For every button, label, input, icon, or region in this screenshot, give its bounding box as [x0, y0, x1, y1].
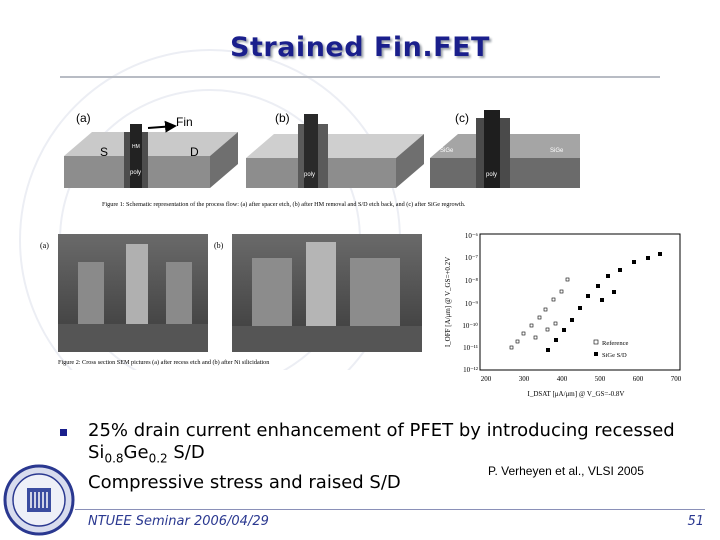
fig1-label-c: (c) — [455, 111, 469, 125]
xtick-5: 700 — [671, 375, 682, 383]
xtick-1: 300 — [519, 375, 530, 383]
legend-reference: Reference — [602, 340, 628, 347]
sem-image-b — [232, 234, 422, 352]
series-sige — [546, 252, 662, 352]
plot-legend: Reference SiGe S/D — [593, 339, 628, 359]
fig1-caption: Figure 1: Schematic representation of th… — [102, 201, 466, 208]
fig1-fin-label: Fin — [176, 115, 193, 129]
footer-rule — [75, 509, 705, 510]
fig1-s-label: S — [100, 145, 108, 159]
fig1-panel-c: SiGe SiGe poly — [430, 110, 580, 188]
bullet-square-icon — [60, 429, 67, 436]
series-reference — [509, 277, 570, 350]
ytick-5: 10⁻¹¹ — [463, 344, 478, 352]
process-flow-figure: (a) (b) (c) Fin S D poly HM poly SiGe Si… — [64, 110, 580, 208]
fig1-sige-right: SiGe — [550, 148, 564, 154]
sem-pictures-figure: (a) (b) Figure 2: Cross section SEM pict… — [40, 234, 422, 366]
ytick-6: 10⁻¹² — [463, 366, 478, 374]
plot-ylabel: I_OFF [A/μm] @ V_GS=+0.2V — [444, 257, 452, 347]
page-number: 51 — [687, 514, 704, 529]
fig1-panel-b: poly — [246, 114, 424, 188]
university-seal-logo — [3, 464, 75, 536]
ioff-idsat-plot: 10⁻⁶ 10⁻⁷ 10⁻⁸ 10⁻⁹ 10⁻¹⁰ 10⁻¹¹ 10⁻¹² 20… — [444, 232, 682, 398]
bullet-item-1: 25% drain current enhancement of PFET by… — [60, 420, 700, 470]
fig1-poly-label-b: poly — [304, 172, 315, 178]
ytick-1: 10⁻⁷ — [465, 254, 479, 262]
plot-xlabel: I_DSAT [μA/μm] @ V_GS=-0.8V — [528, 390, 625, 398]
xtick-2: 400 — [557, 375, 568, 383]
fig1-poly-label-c: poly — [486, 172, 497, 178]
fig1-d-label: D — [190, 145, 199, 159]
xtick-3: 500 — [595, 375, 606, 383]
ytick-3: 10⁻⁹ — [465, 300, 479, 308]
fig1-label-a: (a) — [76, 111, 91, 125]
xtick-0: 200 — [481, 375, 492, 383]
legend-sige: SiGe S/D — [602, 352, 627, 359]
fig1-hm-label: HM — [132, 144, 140, 150]
fig2-label-b: (b) — [214, 241, 224, 250]
fig1-poly-label-a: poly — [130, 170, 141, 176]
reference-citation: P. Verheyen et al., VLSI 2005 — [488, 464, 644, 478]
fig1-sige-left: SiGe — [440, 148, 454, 154]
title-underline — [60, 76, 660, 78]
xtick-4: 600 — [633, 375, 644, 383]
ytick-0: 10⁻⁶ — [465, 232, 479, 240]
slide-title: Strained Fin.FET — [230, 32, 490, 63]
footer-text: NTUEE Seminar 2006/04/29 — [88, 514, 269, 529]
fig2-label-a: (a) — [40, 241, 49, 250]
sem-image-a — [58, 234, 208, 352]
ytick-4: 10⁻¹⁰ — [462, 322, 478, 330]
bullet-list: 25% drain current enhancement of PFET by… — [60, 420, 700, 494]
fig1-panel-a: Fin S D poly HM — [64, 115, 238, 188]
fig1-label-b: (b) — [275, 111, 290, 125]
fig2-caption: Figure 2: Cross section SEM pictures (a)… — [58, 359, 269, 366]
ytick-2: 10⁻⁸ — [465, 277, 479, 285]
